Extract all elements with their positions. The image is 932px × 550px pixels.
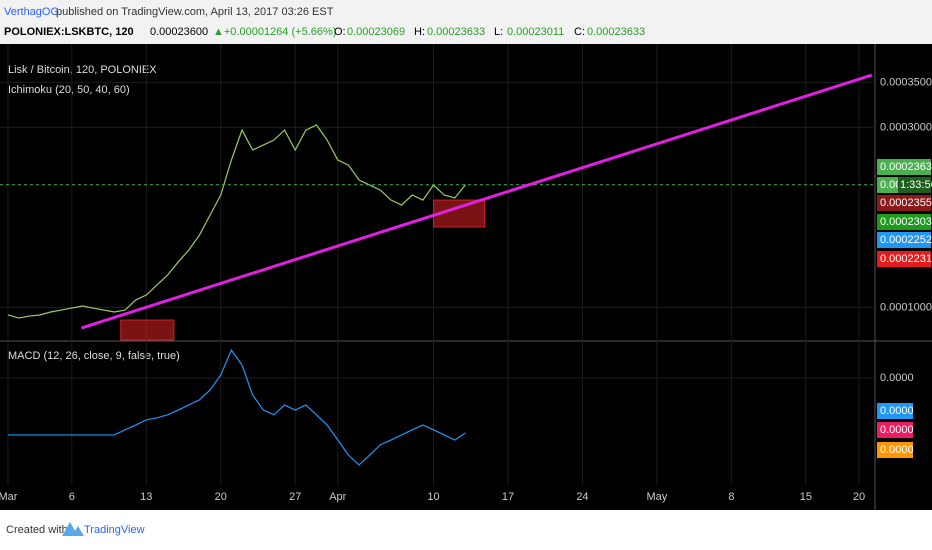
macd-tag-text: 0.0000 bbox=[880, 424, 914, 436]
field-value: 0.00023011 bbox=[507, 26, 564, 38]
header-bg bbox=[0, 0, 932, 44]
symbol: POLONIEX:LSKBTC, 120 bbox=[4, 26, 134, 38]
indicator: Ichimoku (20, 50, 40, 60) bbox=[8, 84, 130, 96]
x-tick-label: 27 bbox=[289, 491, 301, 503]
x-tick-label: 17 bbox=[502, 491, 514, 503]
macd-tag bbox=[877, 403, 913, 419]
x-tick-label: 8 bbox=[728, 491, 734, 503]
field-label: O: bbox=[334, 26, 346, 38]
x-tick-label: May bbox=[647, 491, 668, 503]
change: ▲+0.00001264 (+5.66%) bbox=[213, 26, 336, 38]
published: published on TradingView.com, April 13, … bbox=[56, 6, 334, 18]
countdown-bg bbox=[898, 177, 931, 193]
logo bbox=[62, 522, 84, 536]
price-tag-text: 0.00 bbox=[880, 179, 901, 191]
chart-bg bbox=[0, 44, 932, 510]
macd-line bbox=[7, 348, 466, 466]
price-tag bbox=[877, 195, 931, 211]
chart-title: Lisk / Bitcoin, 120, POLONIEX bbox=[8, 64, 157, 76]
field-label: C: bbox=[574, 26, 585, 38]
price-tag bbox=[877, 214, 931, 230]
macd-tag bbox=[877, 422, 913, 438]
x-tick-label: Mar bbox=[0, 491, 18, 503]
author[interactable]: VerthagOG bbox=[4, 6, 59, 18]
price-line bbox=[7, 124, 466, 319]
countdown: 1:33:56 bbox=[900, 179, 932, 191]
macd-tag-text: 0.0000 bbox=[880, 444, 914, 456]
x-tick-label: 15 bbox=[800, 491, 812, 503]
field-value: 0.00023633 bbox=[427, 26, 485, 38]
price-tag bbox=[877, 232, 931, 248]
x-tick-label: 13 bbox=[140, 491, 152, 503]
field-label: L: bbox=[494, 26, 503, 38]
x-tick-label: Apr bbox=[329, 491, 346, 503]
price-tag-text: 0.00023633 bbox=[880, 161, 932, 173]
field-value: 0.00023069 bbox=[347, 26, 405, 38]
footer-brand[interactable]: TradingView bbox=[84, 524, 145, 536]
macd-tag bbox=[877, 442, 913, 458]
price-tag bbox=[877, 251, 931, 267]
price-tag bbox=[877, 159, 931, 175]
y-tick-label: 0.0000 bbox=[880, 372, 914, 384]
field-label: H: bbox=[414, 26, 425, 38]
footer-bg bbox=[0, 510, 932, 550]
trendline bbox=[80, 73, 873, 330]
footer-created: Created with bbox=[6, 524, 68, 536]
macd-tag-text: 0.0000 bbox=[880, 405, 914, 417]
last-price: 0.00023600 bbox=[150, 26, 208, 38]
x-tick-label: 10 bbox=[427, 491, 439, 503]
price-tag-text: 0.00023038 bbox=[880, 216, 932, 228]
x-tick-label: 20 bbox=[215, 491, 227, 503]
x-tick-label: 20 bbox=[853, 491, 865, 503]
price-tag-text: 0.00022527 bbox=[880, 234, 932, 246]
x-tick-label: 6 bbox=[69, 491, 75, 503]
macd-title: MACD (12, 26, close, 9, false, true) bbox=[8, 350, 180, 362]
zone bbox=[120, 319, 175, 341]
x-tick-label: 24 bbox=[576, 491, 588, 503]
price-tag-text: 0.00022317 bbox=[880, 253, 932, 265]
field-value: 0.00023633 bbox=[587, 26, 645, 38]
